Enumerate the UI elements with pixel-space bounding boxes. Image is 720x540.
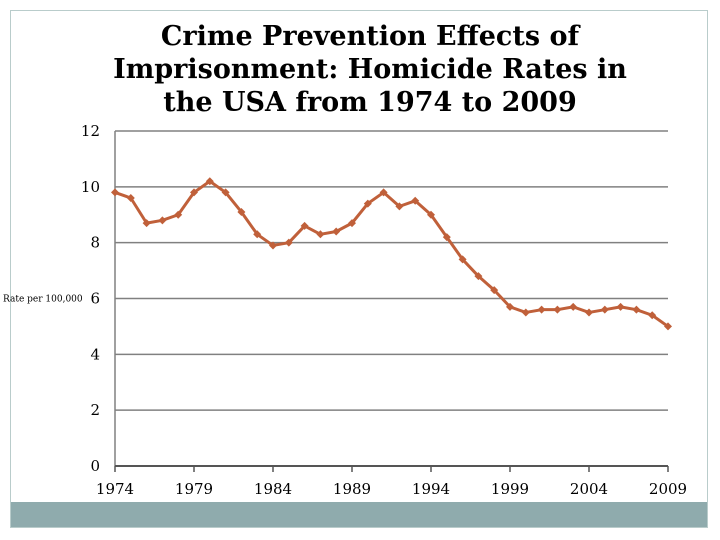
data-point-1992 [395, 202, 404, 211]
data-point-1986 [300, 221, 309, 230]
data-point-2004 [585, 308, 593, 317]
y-tick-label-12: 12 [81, 122, 100, 140]
data-point-1983 [253, 230, 262, 239]
data-point-1993 [411, 196, 420, 205]
data-point-1976 [142, 219, 151, 228]
title-line-2: Imprisonment: Homicide Rates in [113, 54, 627, 85]
y-axis-label: Rate per 100,000 [3, 295, 83, 305]
data-point-1980 [205, 177, 214, 186]
data-point-1996 [458, 255, 467, 264]
data-point-1974 [111, 188, 119, 197]
x-tick-label-1984: 1984 [254, 480, 292, 498]
data-point-1984 [269, 241, 277, 250]
data-point-1979 [190, 188, 198, 197]
data-point-2008 [648, 311, 657, 320]
data-point-1997 [474, 272, 483, 281]
y-tick-label-10: 10 [81, 178, 100, 196]
data-point-2000 [521, 308, 530, 317]
data-point-1985 [284, 238, 293, 247]
x-tick-label-1979: 1979 [175, 480, 213, 498]
title-line-1: Crime Prevention Effects of [160, 21, 580, 52]
data-point-1990 [363, 199, 372, 208]
footer-band [11, 502, 707, 527]
data-point-2006 [616, 302, 625, 311]
data-point-2003 [569, 302, 578, 311]
chart-title: Crime Prevention Effects of Imprisonment… [80, 20, 660, 119]
data-point-1994 [427, 210, 435, 219]
x-tick-label-2004: 2004 [570, 480, 608, 498]
data-point-2005 [600, 305, 609, 314]
data-point-1995 [442, 233, 451, 242]
data-point-1987 [316, 230, 325, 239]
data-point-1981 [221, 188, 230, 197]
x-tick-label-1989: 1989 [333, 480, 371, 498]
data-point-2007 [632, 305, 641, 314]
y-tick-label-4: 4 [90, 345, 100, 363]
x-tick-label-1974: 1974 [96, 480, 134, 498]
slide-frame [10, 10, 708, 528]
data-point-2001 [537, 305, 546, 314]
series-line-0 [114, 179, 669, 328]
data-point-2009 [664, 322, 672, 331]
title-line-3: the USA from 1974 to 2009 [163, 87, 577, 118]
data-point-1999 [506, 302, 514, 311]
data-point-1989 [348, 219, 356, 228]
data-point-1982 [237, 207, 246, 216]
y-tick-label-6: 6 [90, 290, 100, 308]
y-tick-label-2: 2 [90, 401, 100, 419]
x-tick-label-1999: 1999 [491, 480, 529, 498]
x-tick-label-1994: 1994 [412, 480, 450, 498]
data-point-1978 [174, 210, 183, 219]
data-point-1998 [490, 286, 499, 295]
y-tick-label-8: 8 [90, 234, 100, 252]
data-point-2002 [553, 305, 562, 314]
data-point-1988 [332, 227, 341, 236]
x-tick-label-2009: 2009 [649, 480, 687, 498]
data-point-1977 [158, 216, 167, 225]
data-point-1975 [126, 194, 135, 202]
y-tick-label-0: 0 [90, 457, 100, 475]
data-point-1991 [379, 188, 388, 197]
